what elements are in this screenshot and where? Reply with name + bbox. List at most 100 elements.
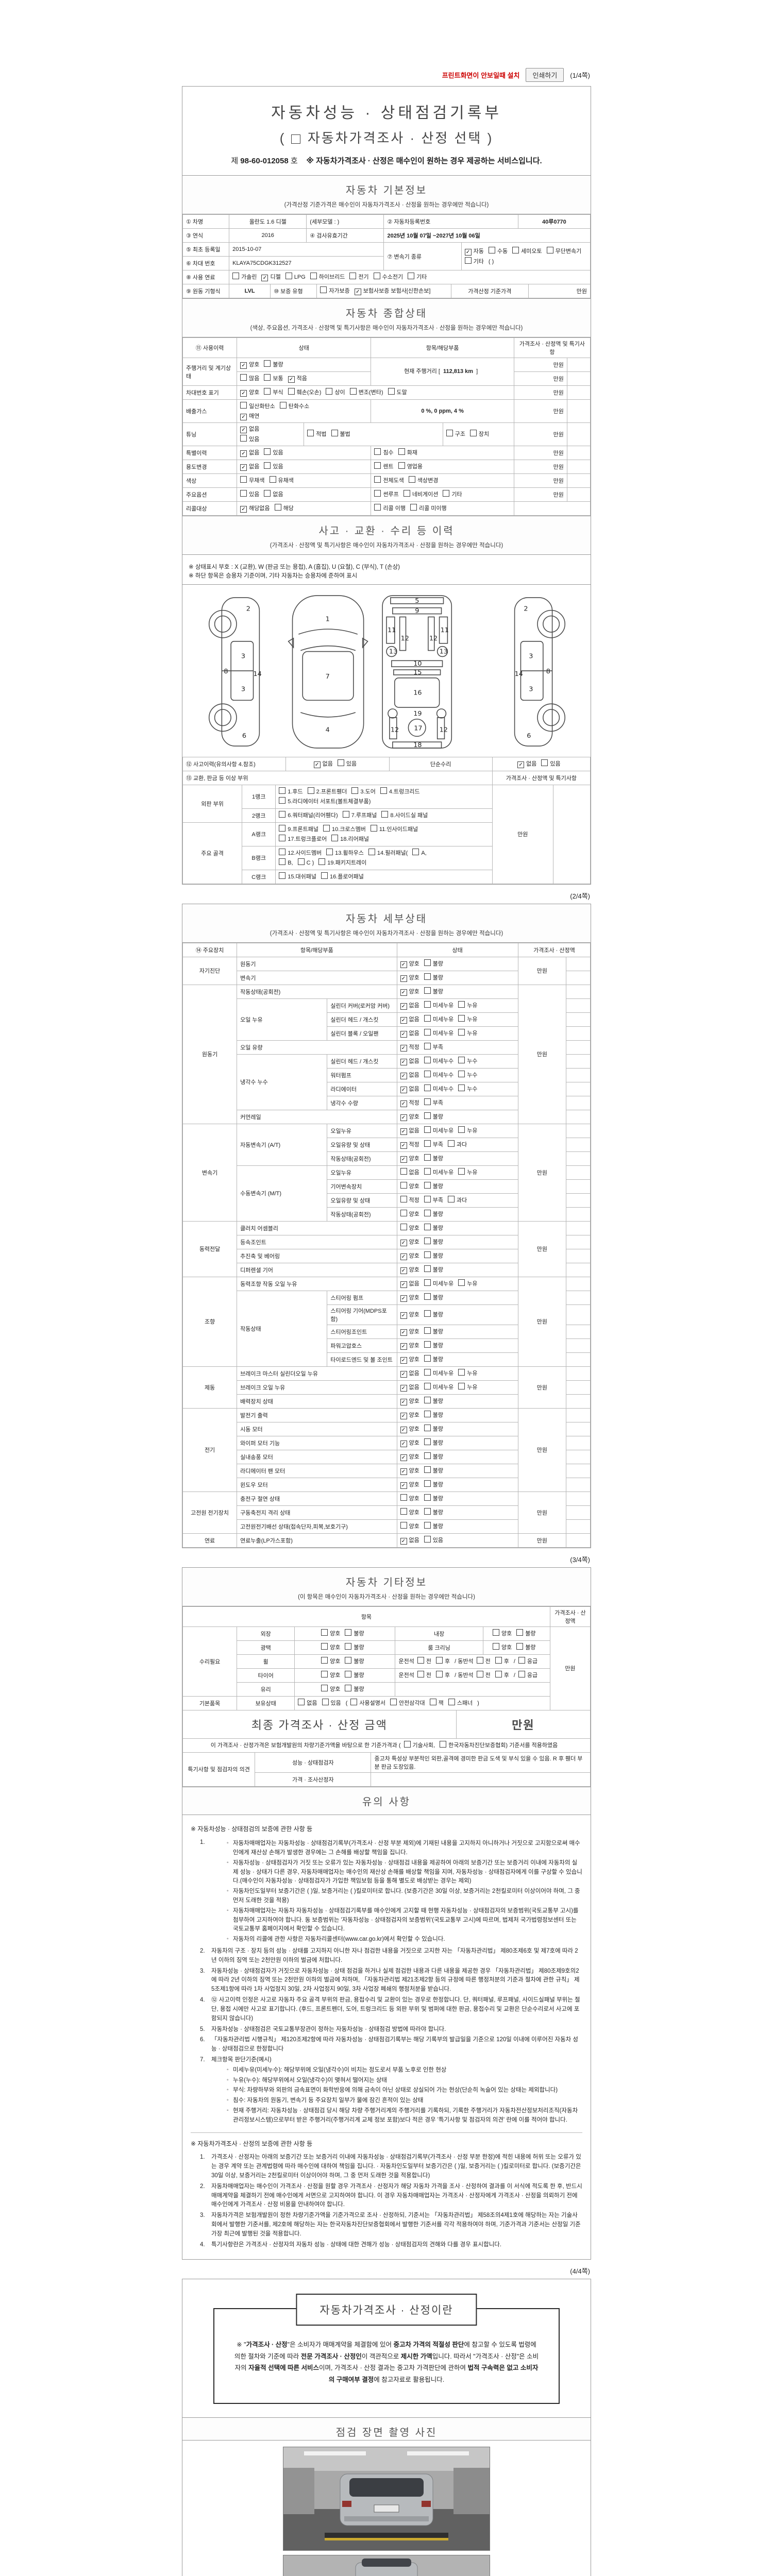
checkbox-option[interactable]: 양호: [321, 1670, 340, 1680]
checkbox-unchecked-icon[interactable]: [326, 388, 333, 395]
checkbox-unchecked-icon[interactable]: [435, 1670, 443, 1677]
checkbox-option[interactable]: 미세누유: [424, 1028, 453, 1038]
checkbox-option[interactable]: 후: [435, 1656, 450, 1666]
checkbox-unchecked-icon[interactable]: [417, 1670, 424, 1677]
checkbox-unchecked-icon[interactable]: [298, 1698, 305, 1705]
checkbox-unchecked-icon[interactable]: [374, 504, 381, 511]
checkbox-option[interactable]: ✓ 적음: [288, 375, 307, 383]
checkbox-checked-icon[interactable]: ✓: [400, 1072, 407, 1079]
checkbox-option[interactable]: 수동: [488, 247, 508, 256]
checkbox-option[interactable]: 자가보증: [320, 286, 350, 296]
checkbox-unchecked-icon[interactable]: [541, 759, 548, 766]
checkbox-option[interactable]: 미세누수: [424, 1084, 453, 1094]
checkbox-option[interactable]: 기술사회,: [404, 1740, 435, 1750]
checkbox-option[interactable]: ✓ 없음: [240, 463, 259, 471]
checkbox-checked-icon[interactable]: ✓: [464, 249, 472, 256]
checkbox-option[interactable]: ✓ 없음: [400, 1002, 419, 1010]
checkbox-unchecked-icon[interactable]: [400, 1521, 407, 1529]
checkbox-option[interactable]: 불량: [345, 1670, 364, 1680]
checkbox-unchecked-icon[interactable]: [285, 273, 292, 280]
checkbox-option[interactable]: 16.플로어패널: [321, 872, 364, 882]
checkbox-option[interactable]: 수소전기: [373, 273, 403, 282]
checkbox-unchecked-icon[interactable]: [307, 787, 314, 794]
print-install-link[interactable]: 프린트화면이 안보일때 설치: [442, 72, 520, 79]
checkbox-option[interactable]: ✓ 없음: [400, 1369, 419, 1378]
checkbox-unchecked-icon[interactable]: [318, 858, 326, 865]
checkbox-unchecked-icon[interactable]: [424, 1341, 431, 1348]
checkbox-unchecked-icon[interactable]: [493, 1642, 500, 1650]
checkbox-unchecked-icon[interactable]: [264, 388, 271, 395]
checkbox-option[interactable]: 불량: [424, 1494, 443, 1503]
checkbox-checked-icon[interactable]: ✓: [400, 1440, 407, 1447]
checkbox-unchecked-icon[interactable]: [464, 257, 472, 264]
checkbox-option[interactable]: 양호: [400, 1209, 419, 1219]
checkbox-unchecked-icon[interactable]: [424, 1084, 431, 1091]
checkbox-option[interactable]: ✓ 매연: [240, 412, 259, 421]
checkbox-checked-icon[interactable]: ✓: [400, 1016, 407, 1024]
checkbox-unchecked-icon[interactable]: [424, 1014, 431, 1022]
checkbox-checked-icon[interactable]: ✓: [240, 464, 247, 471]
checkbox-option[interactable]: 있음: [240, 434, 259, 444]
checkbox-checked-icon[interactable]: ✓: [354, 289, 361, 296]
checkbox-unchecked-icon[interactable]: [458, 1028, 465, 1036]
checkbox-unchecked-icon[interactable]: [458, 1014, 465, 1022]
checkbox-unchecked-icon[interactable]: [424, 1293, 431, 1300]
checkbox-option[interactable]: 후: [495, 1656, 509, 1666]
checkbox-option[interactable]: 누유: [458, 1279, 477, 1289]
checkbox-option[interactable]: ✓ 양호: [240, 388, 259, 397]
checkbox-option[interactable]: 불량: [345, 1656, 364, 1666]
checkbox-option[interactable]: 화재: [398, 448, 417, 457]
checkbox-option[interactable]: 양호: [321, 1629, 340, 1638]
checkbox-unchecked-icon[interactable]: [424, 1237, 431, 1244]
checkbox-option[interactable]: 불량: [424, 1452, 443, 1462]
checkbox-option[interactable]: 유채색: [269, 476, 294, 485]
checkbox-checked-icon[interactable]: ✓: [240, 450, 247, 457]
checkbox-option[interactable]: 불량: [424, 973, 443, 982]
checkbox-option[interactable]: ✓ 없음: [400, 1383, 419, 1392]
checkbox-checked-icon[interactable]: ✓: [400, 1086, 407, 1093]
checkbox-unchecked-icon[interactable]: [321, 872, 328, 879]
checkbox-unchecked-icon[interactable]: [400, 1167, 407, 1175]
checkbox-option[interactable]: 부식: [264, 388, 283, 397]
checkbox-option[interactable]: 불법: [331, 430, 350, 439]
checkbox-option[interactable]: ✓ 보험사보증 보험사[신한손보]: [354, 287, 430, 296]
checkbox-option[interactable]: 안전삼각대: [390, 1698, 425, 1708]
checkbox-option[interactable]: 전: [476, 1670, 491, 1680]
checkbox-option[interactable]: 양호: [321, 1656, 340, 1666]
checkbox-unchecked-icon[interactable]: [279, 797, 286, 804]
checkbox-unchecked-icon[interactable]: [331, 835, 339, 841]
checkbox-unchecked-icon[interactable]: [424, 1480, 431, 1487]
checkbox-option[interactable]: 미세누수: [424, 1070, 453, 1080]
checkbox-unchecked-icon[interactable]: [342, 810, 349, 818]
checkbox-unchecked-icon[interactable]: [240, 434, 247, 442]
checkbox-unchecked-icon[interactable]: [326, 848, 333, 855]
checkbox-option[interactable]: 불량: [424, 959, 443, 969]
checkbox-option[interactable]: 양호: [321, 1684, 340, 1694]
checkbox-option[interactable]: ✓ 양호: [400, 1411, 419, 1420]
checkbox-option[interactable]: 3.도어: [351, 787, 376, 796]
checkbox-unchecked-icon[interactable]: [458, 1368, 465, 1376]
checkbox-unchecked-icon[interactable]: [424, 1521, 431, 1529]
checkbox-option[interactable]: 스패너: [448, 1698, 473, 1708]
checkbox-option[interactable]: 양호: [400, 1223, 419, 1233]
checkbox-unchecked-icon[interactable]: [374, 448, 381, 455]
checkbox-unchecked-icon[interactable]: [279, 848, 286, 855]
checkbox-unchecked-icon[interactable]: [323, 824, 330, 832]
checkbox-option[interactable]: ✓ 양호: [400, 960, 419, 969]
checkbox-option[interactable]: 기타: [443, 490, 462, 499]
checkbox-option[interactable]: ✓ 없음: [313, 760, 333, 769]
checkbox-option[interactable]: 해당: [274, 504, 294, 513]
checkbox-unchecked-icon[interactable]: [400, 1181, 407, 1189]
checkbox-option[interactable]: 있음: [240, 490, 259, 499]
checkbox-option[interactable]: 부족: [424, 1195, 443, 1205]
checkbox-unchecked-icon[interactable]: [350, 1698, 358, 1705]
checkbox-unchecked-icon[interactable]: [380, 787, 387, 794]
checkbox-unchecked-icon[interactable]: [518, 1670, 525, 1677]
checkbox-unchecked-icon[interactable]: [424, 1209, 431, 1216]
checkbox-unchecked-icon[interactable]: [398, 462, 405, 469]
checkbox-unchecked-icon[interactable]: [400, 1494, 407, 1501]
checkbox-option[interactable]: 색상변경: [408, 476, 438, 485]
checkbox-option[interactable]: 많음: [240, 374, 259, 383]
checkbox-option[interactable]: ✓ 양호: [400, 1453, 419, 1462]
checkbox-option[interactable]: 미세누수: [424, 1056, 453, 1066]
